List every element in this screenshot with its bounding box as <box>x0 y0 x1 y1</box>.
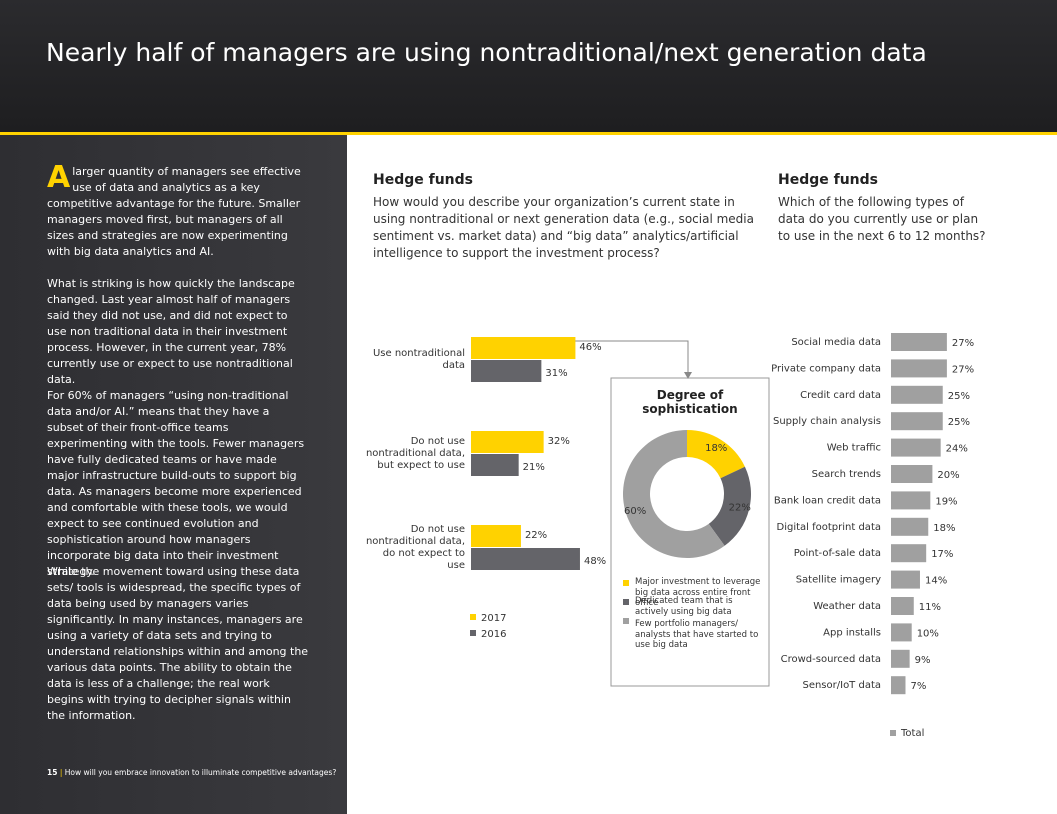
value-label: 18% <box>705 443 727 454</box>
legend-label: Total <box>900 728 924 739</box>
connector-arrow <box>684 372 692 379</box>
bar <box>891 517 929 536</box>
value-label: 18% <box>933 523 955 534</box>
value-label: 22% <box>525 530 547 541</box>
paragraph-text: larger quantity of managers see effectiv… <box>47 165 301 258</box>
bar <box>471 454 519 476</box>
bar <box>891 649 910 668</box>
value-label: 7% <box>910 681 926 692</box>
donut-title: Degree of sophistication <box>642 388 738 416</box>
value-label: 21% <box>523 462 545 473</box>
chart-title: How would you describe your organization… <box>373 195 754 260</box>
donut-segment <box>687 430 745 479</box>
category-label: Crowd-sourced data <box>781 654 881 665</box>
legend-label: Major investment to leverage big data ac… <box>635 577 761 608</box>
chart-heading: Hedge funds <box>778 172 879 188</box>
legend-label: Few portfolio managers/ analysts that ha… <box>635 619 759 650</box>
donut-segment <box>623 430 725 558</box>
paragraph: What is striking is how quickly the land… <box>47 277 295 386</box>
paragraph: While the movement toward using these da… <box>47 565 309 722</box>
footer-text: How will you embrace innovation to illum… <box>64 768 337 777</box>
header-rule <box>0 132 1057 135</box>
connector <box>575 340 689 374</box>
bar <box>891 597 914 615</box>
bar <box>891 544 927 563</box>
category-label: Credit card data <box>800 390 881 401</box>
value-label: 27% <box>952 364 974 375</box>
drop-cap: A <box>47 160 71 195</box>
bar <box>891 623 912 642</box>
chart-heading: Hedge funds <box>373 172 474 188</box>
category-label: App installs <box>823 627 881 638</box>
value-label: 10% <box>917 628 939 639</box>
bar <box>471 337 576 359</box>
category-label: Digital footprint data <box>777 522 882 533</box>
legend-swatch <box>623 580 629 586</box>
bar <box>891 412 943 431</box>
bar <box>471 548 580 570</box>
legend-swatch <box>470 614 476 620</box>
category-label: Social media data <box>791 337 881 348</box>
value-label: 31% <box>545 368 567 379</box>
value-label: 25% <box>948 391 970 402</box>
legend-label: 2017 <box>481 613 506 624</box>
category-label: Bank loan credit data <box>774 495 881 506</box>
value-label: 60% <box>624 506 646 517</box>
bar <box>891 676 906 695</box>
bar <box>891 491 931 510</box>
category-label: Supply chain analysis <box>773 416 881 427</box>
legend-swatch <box>470 630 476 636</box>
legend-swatch <box>623 618 629 624</box>
bar <box>891 359 947 378</box>
value-label: 24% <box>946 444 968 455</box>
bar <box>891 438 941 457</box>
header <box>0 0 1057 132</box>
category-label: Search trends <box>812 469 881 480</box>
bar <box>471 360 542 382</box>
footer: 15 | How will you embrace innovation to … <box>47 768 337 777</box>
value-label: 22% <box>729 503 751 514</box>
bar <box>891 333 947 351</box>
category-label: Do not use nontraditional data, do not e… <box>365 523 465 571</box>
category-label: Do not use nontraditional data, but expe… <box>365 435 465 471</box>
category-label: Point-of-sale data <box>794 548 881 559</box>
bar <box>891 465 933 483</box>
legend-label: 2016 <box>481 629 506 640</box>
value-label: 48% <box>584 556 606 567</box>
legend-swatch <box>623 599 629 605</box>
bar <box>471 525 521 547</box>
category-label: Private company data <box>771 363 881 374</box>
value-label: 9% <box>915 655 931 666</box>
bar <box>471 431 544 453</box>
donut-segment <box>708 466 751 546</box>
value-label: 14% <box>925 576 947 587</box>
bar <box>891 385 943 404</box>
category-label: Sensor/IoT data <box>802 680 881 691</box>
donut-box <box>610 377 770 687</box>
sidebar <box>0 135 347 814</box>
category-label: Use nontraditional data <box>372 347 465 371</box>
page-title: Nearly half of managers are using nontra… <box>46 38 927 67</box>
category-label: Weather data <box>813 601 881 612</box>
category-label: Web traffic <box>827 443 881 454</box>
value-label: 11% <box>919 602 941 613</box>
paragraph: For 60% of managers “using non-tradition… <box>47 389 305 578</box>
legend-label: Dedicated team that is actively using bi… <box>635 596 733 617</box>
value-label: 27% <box>952 338 974 349</box>
bar <box>891 570 920 589</box>
value-label: 20% <box>937 470 959 481</box>
value-label: 17% <box>931 549 953 560</box>
value-label: 19% <box>935 496 957 507</box>
legend-swatch <box>890 730 896 736</box>
page-number: 15 <box>47 768 58 777</box>
category-label: Satellite imagery <box>796 575 881 586</box>
value-label: 32% <box>548 436 570 447</box>
value-label: 46% <box>579 342 601 353</box>
chart-title: Which of the following types of data do … <box>778 195 986 243</box>
value-label: 25% <box>948 417 970 428</box>
